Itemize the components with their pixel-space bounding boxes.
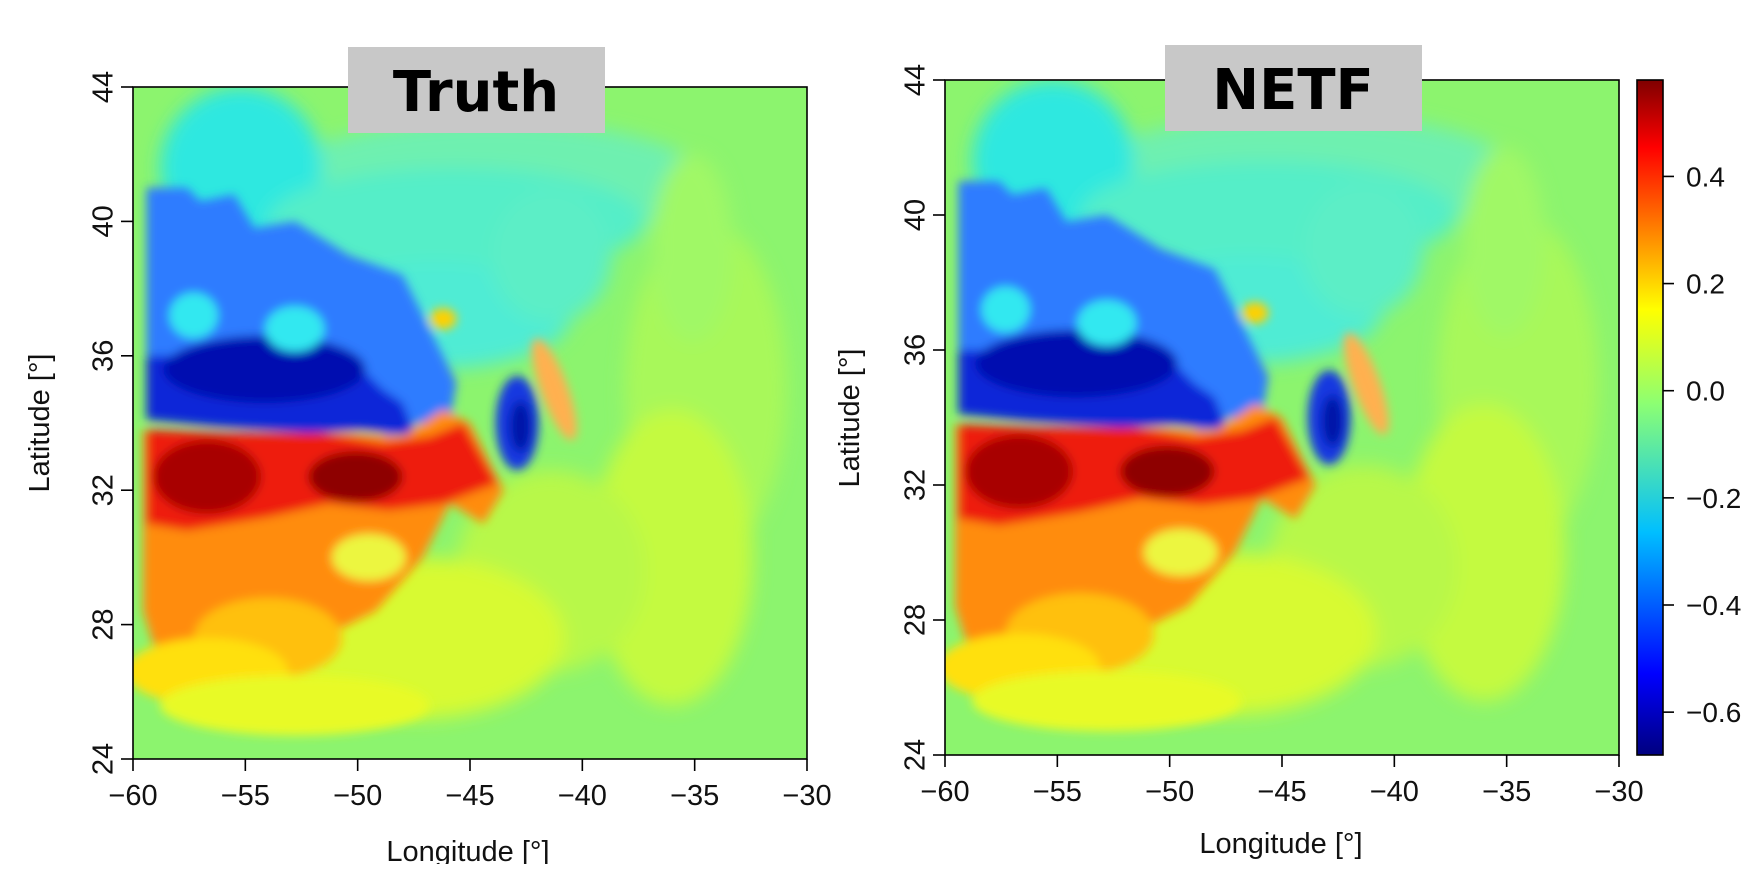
y-tick-label-truth: 44 bbox=[88, 71, 120, 103]
title-netf: NETF bbox=[1212, 58, 1374, 123]
colorbar-tick-label: 0.0 bbox=[1686, 376, 1725, 407]
colorbar-tick-label: 0.2 bbox=[1686, 269, 1725, 300]
heatmap-netf bbox=[938, 80, 1619, 755]
x-tick-label-truth: −30 bbox=[782, 780, 831, 812]
axes-ticks-truth: −60 −55 −50 −45 −40 −35 −30 24 28 32 36 40 44 bbox=[88, 71, 832, 812]
x-tick-label-netf: −50 bbox=[1145, 776, 1194, 808]
y-tick-label-netf: 36 bbox=[900, 334, 932, 366]
colorbar: 0.4 0.2 0.0 −0.2 −0.4 −0.6 bbox=[1636, 79, 1741, 756]
x-tick-label-truth: −40 bbox=[558, 780, 607, 812]
x-tick-label-truth: −55 bbox=[221, 780, 270, 812]
y-tick-label-truth: 24 bbox=[88, 743, 120, 775]
panel-netf: −60 −55 −50 −45 −40 −35 −30 24 28 32 36 40 44 NETF L… bbox=[834, 45, 1644, 860]
x-tick-label-truth: −50 bbox=[333, 780, 382, 812]
y-tick-label-truth: 40 bbox=[88, 205, 120, 237]
x-tick-label-truth: −45 bbox=[445, 780, 494, 812]
xlabel-truth: Longitude [°] bbox=[386, 836, 549, 864]
y-tick-label-netf: 32 bbox=[900, 469, 932, 501]
heatmap-truth bbox=[126, 87, 807, 759]
title-box-netf bbox=[1165, 45, 1422, 131]
ylabel-truth: Latitude [°] bbox=[24, 354, 56, 493]
colorbar-tick-label: 0.4 bbox=[1686, 161, 1725, 192]
x-tick-label-netf: −40 bbox=[1370, 776, 1419, 808]
x-tick-label-netf: −30 bbox=[1594, 776, 1643, 808]
colorbar-tick-label: −0.2 bbox=[1686, 483, 1741, 514]
x-tick-label-netf: −35 bbox=[1482, 776, 1531, 808]
y-tick-label-netf: 44 bbox=[900, 64, 932, 96]
ylabel-netf: Latitude [°] bbox=[834, 349, 866, 488]
axes-ticks-netf: −60 −55 −50 −45 −40 −35 −30 24 28 32 36 40 44 bbox=[900, 64, 1644, 808]
xlabel-netf: Longitude [°] bbox=[1199, 828, 1362, 860]
x-tick-label-netf: −60 bbox=[920, 776, 969, 808]
y-tick-label-netf: 28 bbox=[900, 604, 932, 636]
title-box-truth bbox=[348, 47, 605, 133]
colorbar-tick-label: −0.4 bbox=[1686, 590, 1741, 621]
y-tick-label-truth: 28 bbox=[88, 608, 120, 640]
x-tick-label-netf: −45 bbox=[1257, 776, 1306, 808]
y-tick-label-truth: 36 bbox=[88, 340, 120, 372]
x-tick-label-truth: −35 bbox=[670, 780, 719, 812]
colorbar-ticks: 0.4 0.2 0.0 −0.2 −0.4 −0.6 bbox=[1663, 161, 1741, 728]
colorbar-tick-label: −0.6 bbox=[1686, 697, 1741, 728]
y-tick-label-netf: 40 bbox=[900, 199, 932, 231]
y-tick-label-netf: 24 bbox=[900, 739, 932, 771]
title-truth: Truth bbox=[393, 60, 559, 125]
x-tick-label-netf: −55 bbox=[1033, 776, 1082, 808]
y-tick-label-truth: 32 bbox=[88, 474, 120, 506]
x-tick-label-truth: −60 bbox=[108, 780, 157, 812]
colorbar-gradient bbox=[1636, 79, 1664, 756]
